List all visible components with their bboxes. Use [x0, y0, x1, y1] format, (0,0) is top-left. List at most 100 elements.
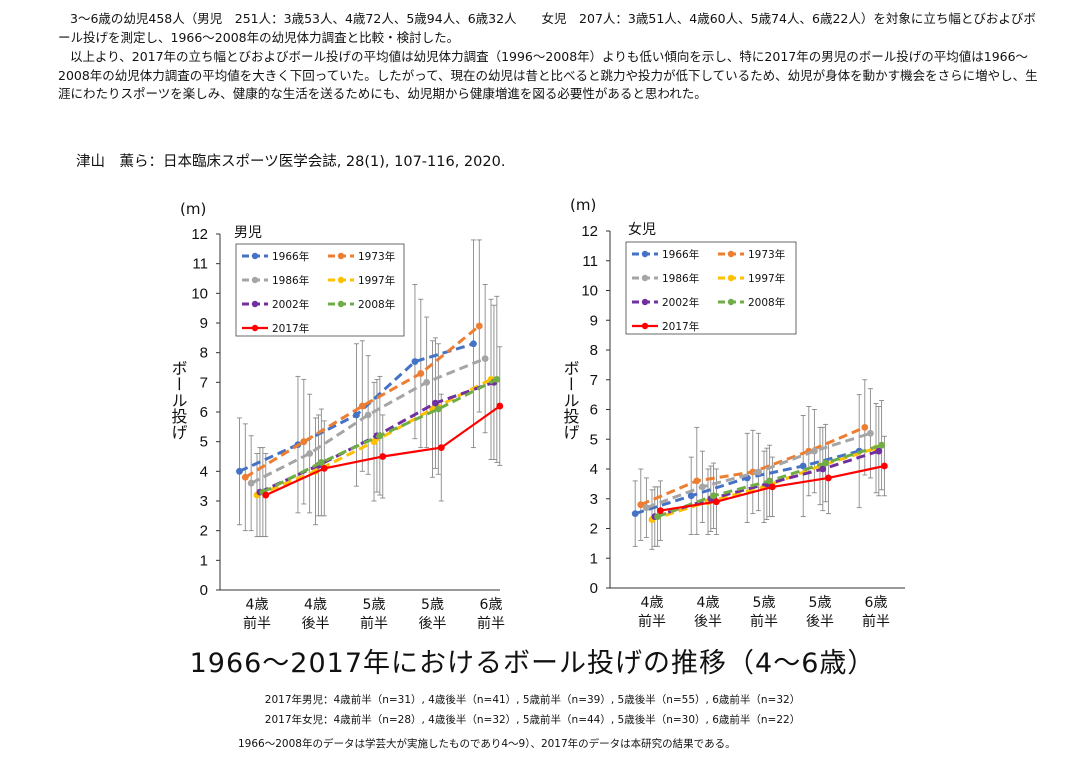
- y-tick-label: 0: [200, 582, 208, 599]
- data-point: [300, 438, 308, 446]
- legend-marker: [337, 252, 345, 260]
- y-tick-label: 6: [200, 404, 208, 421]
- data-point: [654, 513, 661, 520]
- data-point: [320, 464, 328, 472]
- data-point: [306, 450, 314, 457]
- data-point: [423, 378, 431, 386]
- legend-marker: [251, 252, 259, 260]
- x-tick-label-age: 5歳: [363, 597, 386, 613]
- data-source-note: 1966～2008年のデータは学芸大が実施したものであり4～9）、2017年のデ…: [238, 738, 736, 750]
- y-tick-label: 5: [590, 431, 598, 448]
- girls-sample-size-note: 2017年女児：4歳前半（n=28）, 4歳後半（n=32）, 5歳前半（n=4…: [264, 714, 801, 726]
- y-tick-label: 8: [200, 345, 208, 362]
- data-point: [358, 402, 366, 410]
- data-point: [878, 441, 885, 449]
- data-point: [687, 492, 695, 500]
- data-point: [769, 483, 776, 491]
- data-point: [475, 322, 483, 330]
- x-tick-label-half: 後半: [302, 616, 330, 632]
- legend-entry: 1986年: [272, 274, 309, 287]
- intro-paragraph-2: 以上より、2017年の立ち幅とびおよびボール投げの平均値は幼児体力調査（1996…: [58, 49, 1038, 101]
- y-tick-label: 10: [191, 285, 208, 302]
- x-tick-label-age: 5歳: [753, 595, 776, 611]
- x-tick-label-half: 前半: [862, 613, 890, 630]
- x-tick-label-age: 5歳: [809, 595, 832, 611]
- data-point: [247, 479, 255, 487]
- data-point: [241, 473, 249, 481]
- y-tick-label: 4: [200, 463, 208, 480]
- x-tick-label-half: 前半: [477, 615, 505, 632]
- y-tick-label: 7: [590, 372, 598, 389]
- legend-entry: 1997年: [358, 274, 395, 287]
- data-point: [470, 340, 477, 348]
- x-tick-label-half: 前半: [750, 613, 778, 630]
- data-point: [379, 453, 387, 460]
- x-tick-label-age: 4歳: [246, 597, 269, 613]
- data-point: [631, 510, 639, 518]
- legend-marker: [251, 300, 259, 308]
- data-point: [364, 411, 372, 419]
- data-point: [376, 432, 384, 440]
- legend-entry: 2017年: [272, 322, 309, 335]
- y-tick-label: 1: [590, 550, 598, 567]
- data-point: [317, 459, 325, 466]
- x-tick-label-age: 4歳: [697, 595, 720, 611]
- data-point: [875, 447, 883, 455]
- data-point: [370, 438, 378, 446]
- data-point: [262, 491, 270, 499]
- data-point: [799, 462, 807, 470]
- citation: 津山 薫ら：日本臨床スポーツ医学会誌, 28(1), 107-116, 2020…: [76, 154, 506, 170]
- data-point: [811, 447, 818, 455]
- y-tick-label: 1: [200, 552, 208, 569]
- x-tick-label-half: 前半: [243, 615, 271, 632]
- legend-entry: 2002年: [662, 296, 699, 309]
- legend-marker: [727, 298, 735, 306]
- x-tick-label-half: 後半: [419, 616, 447, 632]
- data-point: [881, 462, 888, 470]
- data-point: [713, 498, 720, 506]
- y-tick-label: 6: [590, 402, 598, 419]
- y-tick-label: 4: [590, 461, 598, 478]
- legend-entry: 2017年: [662, 320, 699, 333]
- data-point: [637, 501, 645, 509]
- data-point: [657, 507, 664, 515]
- data-point: [411, 358, 419, 365]
- intro-paragraph-1: 3～6歳の幼児458人（男児 251人：3歳53人、4歳72人、5歳94人、6歳…: [58, 11, 1036, 45]
- figure-title: 1966～2017年におけるボール投げの推移（4～6歳）: [189, 648, 876, 679]
- legend-marker: [337, 276, 345, 284]
- data-point: [493, 375, 501, 383]
- y-tick-label: 2: [590, 521, 598, 538]
- y-tick-label: 3: [590, 491, 598, 508]
- data-point: [755, 468, 762, 476]
- y-tick-label: 12: [581, 223, 598, 240]
- x-tick-label-half: 前半: [638, 613, 666, 630]
- legend-marker: [251, 324, 259, 332]
- legend-entry: 1973年: [748, 248, 785, 261]
- x-tick-label-age: 4歳: [304, 597, 327, 613]
- legend-entry: 1997年: [748, 272, 785, 285]
- legend-entry: 1986年: [662, 272, 699, 285]
- y-tick-label: 3: [200, 493, 208, 510]
- data-point: [432, 399, 439, 407]
- legend-marker: [641, 322, 649, 330]
- y-tick-label: 9: [200, 315, 208, 332]
- legend-marker: [727, 274, 735, 282]
- legend-marker: [641, 250, 649, 258]
- y-unit-label: (m): [570, 196, 596, 214]
- legend-marker: [727, 250, 735, 258]
- boys-sample-size-note: 2017年男児：4歳前半（n=31）, 4歳後半（n=41）, 5歳前半（n=3…: [264, 694, 801, 706]
- data-point: [825, 474, 832, 482]
- x-tick-label-age: 4歳: [641, 595, 664, 611]
- data-point: [236, 467, 243, 475]
- data-point: [643, 504, 650, 512]
- y-tick-label: 5: [200, 434, 208, 451]
- x-tick-label-age: 5歳: [421, 597, 444, 613]
- series-line: [250, 357, 486, 485]
- y-axis-label: ボール投げ: [169, 360, 188, 440]
- x-tick-label-age: 6歳: [865, 595, 888, 611]
- x-tick-label-half: 前半: [360, 615, 388, 632]
- y-tick-label: 2: [200, 523, 208, 540]
- legend-entry: 2008年: [748, 296, 785, 309]
- y-tick-label: 9: [590, 312, 598, 329]
